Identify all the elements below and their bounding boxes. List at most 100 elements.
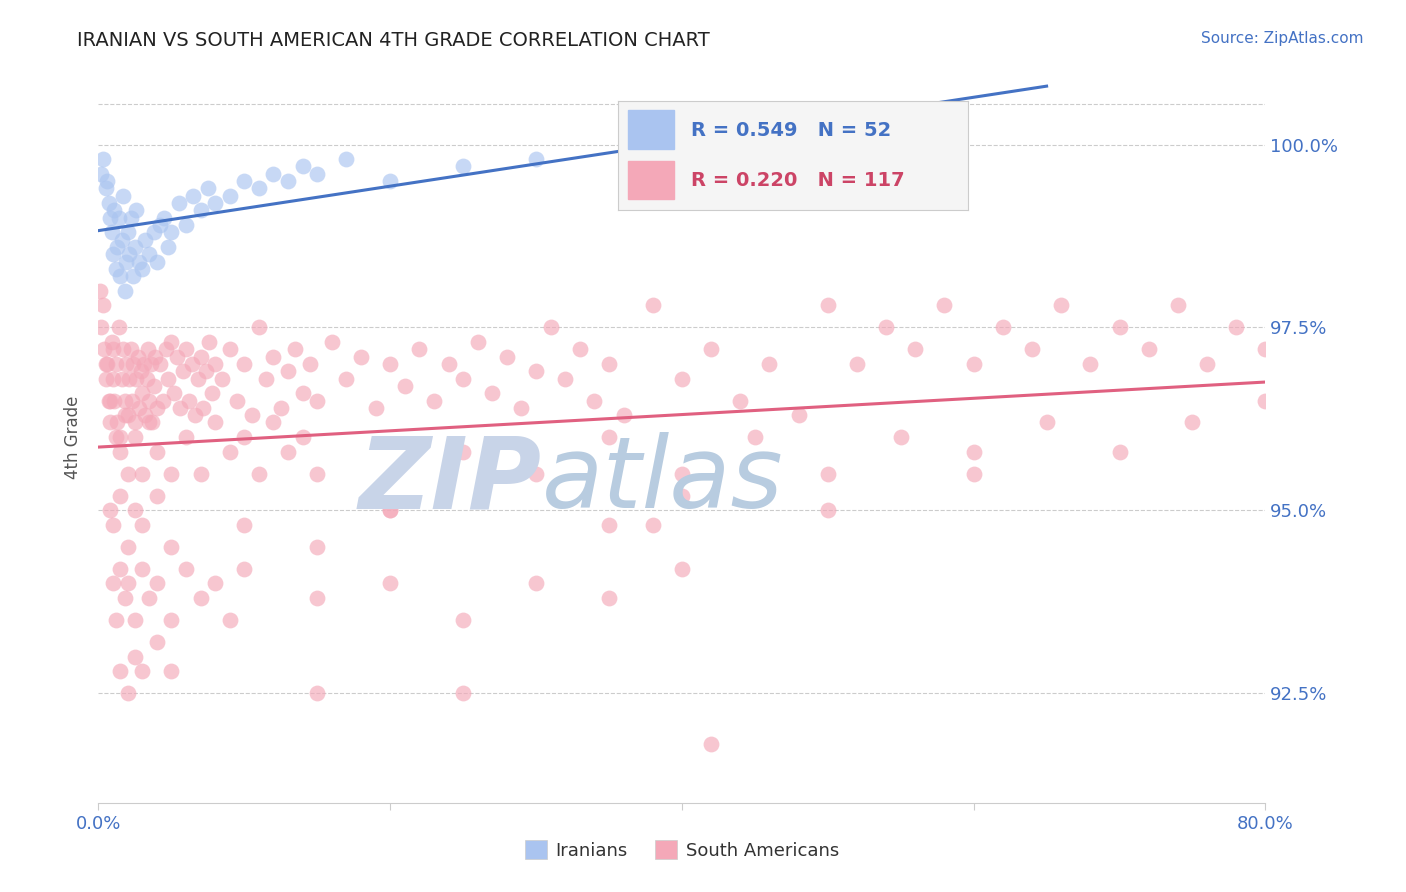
Point bbox=[160, 664, 183, 678]
Point bbox=[364, 401, 387, 415]
Point bbox=[1167, 298, 1189, 312]
Point bbox=[190, 203, 212, 218]
Point bbox=[146, 489, 169, 503]
Point bbox=[128, 254, 150, 268]
Point bbox=[291, 430, 314, 444]
Point bbox=[198, 334, 221, 349]
Point bbox=[122, 357, 145, 371]
Point bbox=[204, 196, 226, 211]
Point bbox=[817, 298, 839, 312]
Point bbox=[125, 203, 148, 218]
Point bbox=[598, 357, 620, 371]
Point bbox=[103, 393, 125, 408]
Point bbox=[134, 233, 156, 247]
Point bbox=[247, 320, 270, 334]
Point bbox=[277, 444, 299, 458]
Point bbox=[114, 408, 136, 422]
Point bbox=[125, 371, 148, 385]
Point bbox=[110, 489, 132, 503]
Point bbox=[187, 371, 209, 385]
Point bbox=[117, 576, 139, 591]
Point bbox=[583, 393, 606, 408]
Point bbox=[817, 467, 839, 481]
Point bbox=[101, 576, 124, 591]
Point bbox=[598, 430, 620, 444]
Point bbox=[124, 649, 146, 664]
Point bbox=[262, 350, 284, 364]
Point bbox=[94, 357, 117, 371]
Point bbox=[101, 247, 124, 261]
Point bbox=[1195, 357, 1218, 371]
Point bbox=[846, 357, 869, 371]
Point bbox=[110, 269, 132, 284]
Legend: Iranians, South Americans: Iranians, South Americans bbox=[517, 833, 846, 867]
Point bbox=[131, 261, 153, 276]
Point bbox=[118, 371, 141, 385]
Point bbox=[218, 444, 240, 458]
Point bbox=[201, 386, 224, 401]
Text: IRANIAN VS SOUTH AMERICAN 4TH GRADE CORRELATION CHART: IRANIAN VS SOUTH AMERICAN 4TH GRADE CORR… bbox=[77, 31, 710, 50]
Point bbox=[1050, 298, 1073, 312]
Point bbox=[181, 188, 204, 202]
Point bbox=[380, 357, 402, 371]
Point bbox=[166, 350, 188, 364]
Point bbox=[101, 517, 124, 532]
Point bbox=[172, 364, 194, 378]
Point bbox=[163, 386, 186, 401]
Point bbox=[671, 489, 693, 503]
Point bbox=[115, 357, 138, 371]
Point bbox=[451, 444, 474, 458]
Point bbox=[105, 240, 128, 254]
Point bbox=[380, 503, 402, 517]
Point bbox=[204, 357, 226, 371]
Point bbox=[110, 430, 132, 444]
Point bbox=[124, 613, 146, 627]
Point bbox=[120, 211, 142, 225]
Point bbox=[139, 357, 162, 371]
Point bbox=[233, 174, 256, 188]
Point bbox=[195, 364, 218, 378]
Point bbox=[108, 320, 131, 334]
Point bbox=[138, 416, 160, 430]
Point bbox=[131, 386, 153, 401]
Point bbox=[1021, 343, 1043, 357]
Point bbox=[157, 371, 180, 385]
Point bbox=[540, 320, 562, 334]
Point bbox=[481, 386, 503, 401]
Point bbox=[105, 416, 128, 430]
Point bbox=[467, 334, 489, 349]
Point bbox=[496, 350, 519, 364]
Point bbox=[211, 371, 233, 385]
Point bbox=[335, 371, 357, 385]
Point bbox=[174, 562, 197, 576]
Point bbox=[146, 576, 169, 591]
Point bbox=[96, 174, 118, 188]
Point bbox=[94, 181, 117, 195]
Point bbox=[98, 393, 121, 408]
Point bbox=[190, 350, 212, 364]
Point bbox=[307, 540, 329, 554]
Point bbox=[700, 343, 723, 357]
Point bbox=[277, 174, 299, 188]
Point bbox=[1108, 444, 1130, 458]
Point bbox=[104, 357, 127, 371]
Point bbox=[524, 467, 547, 481]
Point bbox=[183, 408, 205, 422]
Point bbox=[146, 635, 169, 649]
Point bbox=[142, 379, 165, 393]
Point bbox=[190, 591, 212, 605]
Point bbox=[104, 261, 127, 276]
Point bbox=[991, 320, 1014, 334]
Point bbox=[671, 371, 693, 385]
Point bbox=[117, 686, 139, 700]
Point bbox=[94, 371, 117, 385]
Point bbox=[131, 467, 153, 481]
Point bbox=[641, 298, 664, 312]
Point bbox=[934, 298, 956, 312]
Point bbox=[100, 334, 122, 349]
Point bbox=[641, 517, 664, 532]
Point bbox=[90, 167, 112, 181]
Point bbox=[524, 152, 547, 166]
Point bbox=[437, 357, 460, 371]
Point bbox=[142, 225, 165, 239]
